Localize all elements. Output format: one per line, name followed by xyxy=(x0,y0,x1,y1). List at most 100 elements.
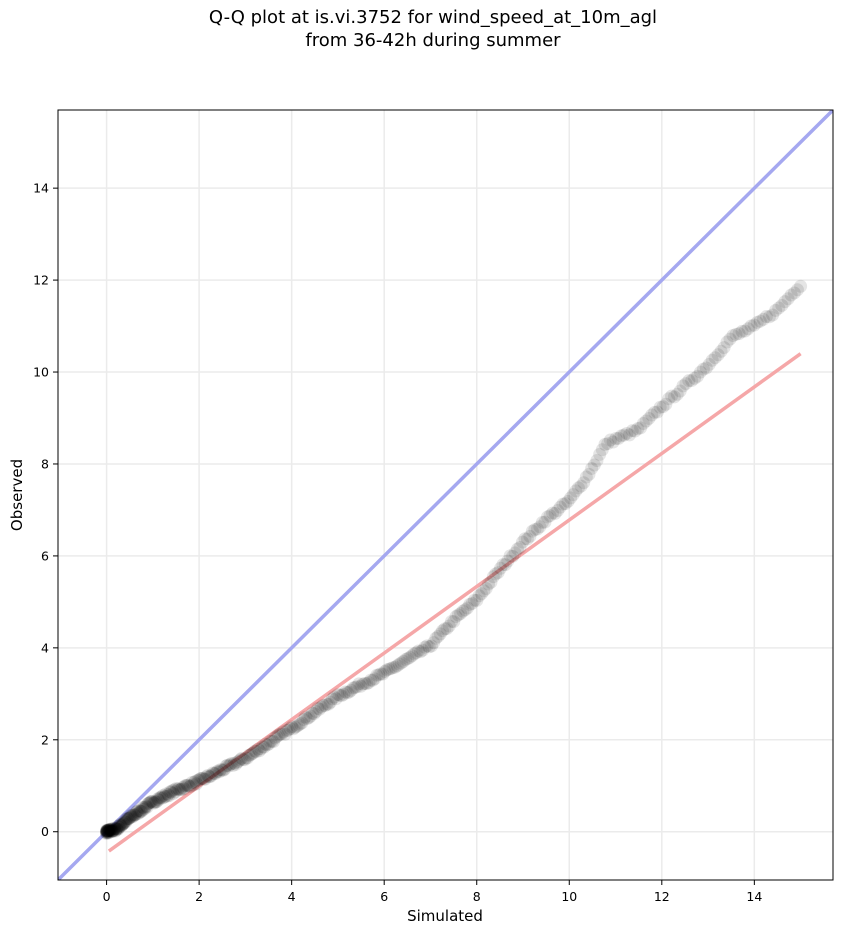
qq-point xyxy=(682,374,696,388)
qq-point xyxy=(145,794,159,808)
qq-point xyxy=(113,817,127,831)
qq-point xyxy=(617,428,631,442)
qq-point xyxy=(102,824,116,838)
qq-point xyxy=(356,677,370,691)
qq-point xyxy=(240,751,254,765)
qq-point xyxy=(127,808,141,822)
qq-point xyxy=(283,722,297,736)
y-tick-label: 10 xyxy=(33,365,49,380)
qq-point xyxy=(729,327,743,341)
qq-point xyxy=(259,737,273,751)
qq-point xyxy=(122,811,136,825)
qq-point xyxy=(141,797,155,811)
qq-point xyxy=(186,778,200,792)
qq-point xyxy=(268,731,282,745)
qq-point xyxy=(456,604,470,618)
qq-point xyxy=(723,332,737,346)
qq-point xyxy=(285,720,299,734)
y-tick-label: 4 xyxy=(41,640,49,655)
qq-point xyxy=(112,820,126,834)
qq-point xyxy=(201,769,215,783)
qq-point xyxy=(146,796,160,810)
qq-point xyxy=(631,422,645,436)
chart-title-line-2: from 36-42h during summer xyxy=(305,30,561,51)
qq-point xyxy=(311,701,325,715)
qq-point xyxy=(571,481,585,495)
qq-point xyxy=(344,683,358,697)
qq-point xyxy=(271,728,285,742)
qq-point xyxy=(248,744,262,758)
qq-point xyxy=(442,619,456,633)
qq-point xyxy=(254,742,268,756)
qq-point xyxy=(164,785,178,799)
qq-point xyxy=(187,775,201,789)
qq-point xyxy=(620,426,634,440)
x-axis-ticks: 0 2 4 6 8 10 12 14 xyxy=(103,880,762,904)
qq-point xyxy=(472,589,486,603)
qq-point xyxy=(122,811,136,825)
qq-point xyxy=(152,791,166,805)
qq-point xyxy=(183,780,197,794)
qq-point xyxy=(609,432,623,446)
qq-point xyxy=(436,624,450,638)
qq-point xyxy=(278,727,292,741)
qq-point xyxy=(267,735,281,749)
qq-point xyxy=(159,787,173,801)
qq-point xyxy=(465,596,479,610)
qq-point xyxy=(676,379,690,393)
grid-lines xyxy=(58,110,833,880)
qq-point xyxy=(720,335,734,349)
qq-point xyxy=(151,793,165,807)
qq-point xyxy=(762,310,776,324)
qq-point xyxy=(206,766,220,780)
qq-point xyxy=(766,308,780,322)
qq-point xyxy=(790,283,804,297)
qq-point xyxy=(227,756,241,770)
qq-point xyxy=(100,824,114,838)
qq-point xyxy=(223,757,237,771)
qq-point xyxy=(101,825,115,839)
qq-point xyxy=(151,792,165,806)
qq-point xyxy=(431,629,445,643)
qq-point xyxy=(298,710,312,724)
qq-point xyxy=(165,784,179,798)
qq-point xyxy=(364,673,378,687)
qq-point xyxy=(150,795,164,809)
qq-point xyxy=(787,286,801,300)
x-tick-label: 14 xyxy=(746,889,762,904)
qq-point xyxy=(429,631,443,645)
qq-point xyxy=(313,702,327,716)
qq-point xyxy=(513,540,527,554)
data-points xyxy=(100,279,808,841)
qq-point xyxy=(155,791,169,805)
qq-point xyxy=(696,362,710,376)
qq-point xyxy=(717,341,731,355)
qq-point xyxy=(394,656,408,670)
qq-point xyxy=(358,676,372,690)
qq-point xyxy=(440,622,454,636)
qq-point xyxy=(662,392,676,406)
qq-point xyxy=(225,756,239,770)
qq-point xyxy=(100,824,114,838)
qq-point xyxy=(104,822,118,836)
y-tick-label: 0 xyxy=(41,824,49,839)
qq-point xyxy=(100,823,114,837)
qq-point xyxy=(590,453,604,467)
qq-point xyxy=(123,811,137,825)
qq-point xyxy=(109,822,123,836)
qq-point xyxy=(300,712,314,726)
qq-point xyxy=(548,506,562,520)
qq-point xyxy=(100,824,114,838)
qq-point xyxy=(491,566,505,580)
x-tick-label: 0 xyxy=(103,889,111,904)
qq-point xyxy=(115,818,129,832)
qq-point xyxy=(449,610,463,624)
qq-point xyxy=(132,804,146,818)
qq-point xyxy=(168,785,182,799)
qq-point xyxy=(506,549,520,563)
qq-point xyxy=(169,782,183,796)
qq-point xyxy=(714,344,728,358)
qq-point xyxy=(579,470,593,484)
qq-point xyxy=(207,767,221,781)
qq-point xyxy=(243,748,257,762)
